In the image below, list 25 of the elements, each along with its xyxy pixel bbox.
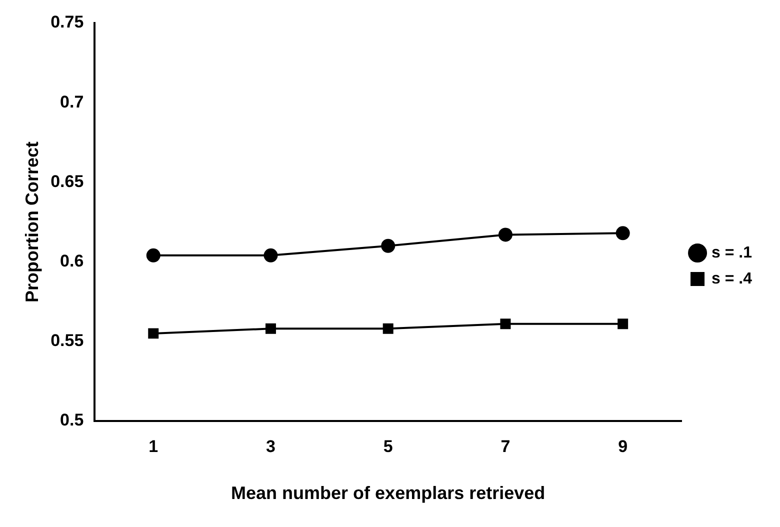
point xyxy=(381,238,396,253)
y-tick-label: 0.5 xyxy=(60,410,84,430)
legend-label: s = .1 xyxy=(712,244,752,262)
y-tick-label: 0.6 xyxy=(60,251,84,270)
y-tick-label: 0.65 xyxy=(50,172,84,191)
point xyxy=(498,228,512,242)
y-tick-label: 0.7 xyxy=(60,92,84,112)
x-tick-label: 3 xyxy=(266,436,276,456)
y-tick-label: 0.55 xyxy=(50,331,84,350)
y-axis-title: Proportion Correct xyxy=(22,141,42,303)
legend-label: s = .4 xyxy=(712,270,752,288)
y-tick-label: 0.75 xyxy=(50,12,84,32)
x-tick-label: 1 xyxy=(148,436,158,456)
point xyxy=(618,318,628,330)
x-axis-title: Mean number of exemplars retrieved xyxy=(231,483,546,504)
point xyxy=(264,248,278,262)
point xyxy=(382,323,394,334)
x-tick-label: 9 xyxy=(618,436,628,456)
x-tick-label: 7 xyxy=(500,436,510,456)
point xyxy=(265,323,276,334)
point xyxy=(616,226,630,240)
x-tick-label: 5 xyxy=(383,436,393,456)
point xyxy=(148,328,159,339)
point xyxy=(146,248,160,262)
point xyxy=(500,318,511,330)
